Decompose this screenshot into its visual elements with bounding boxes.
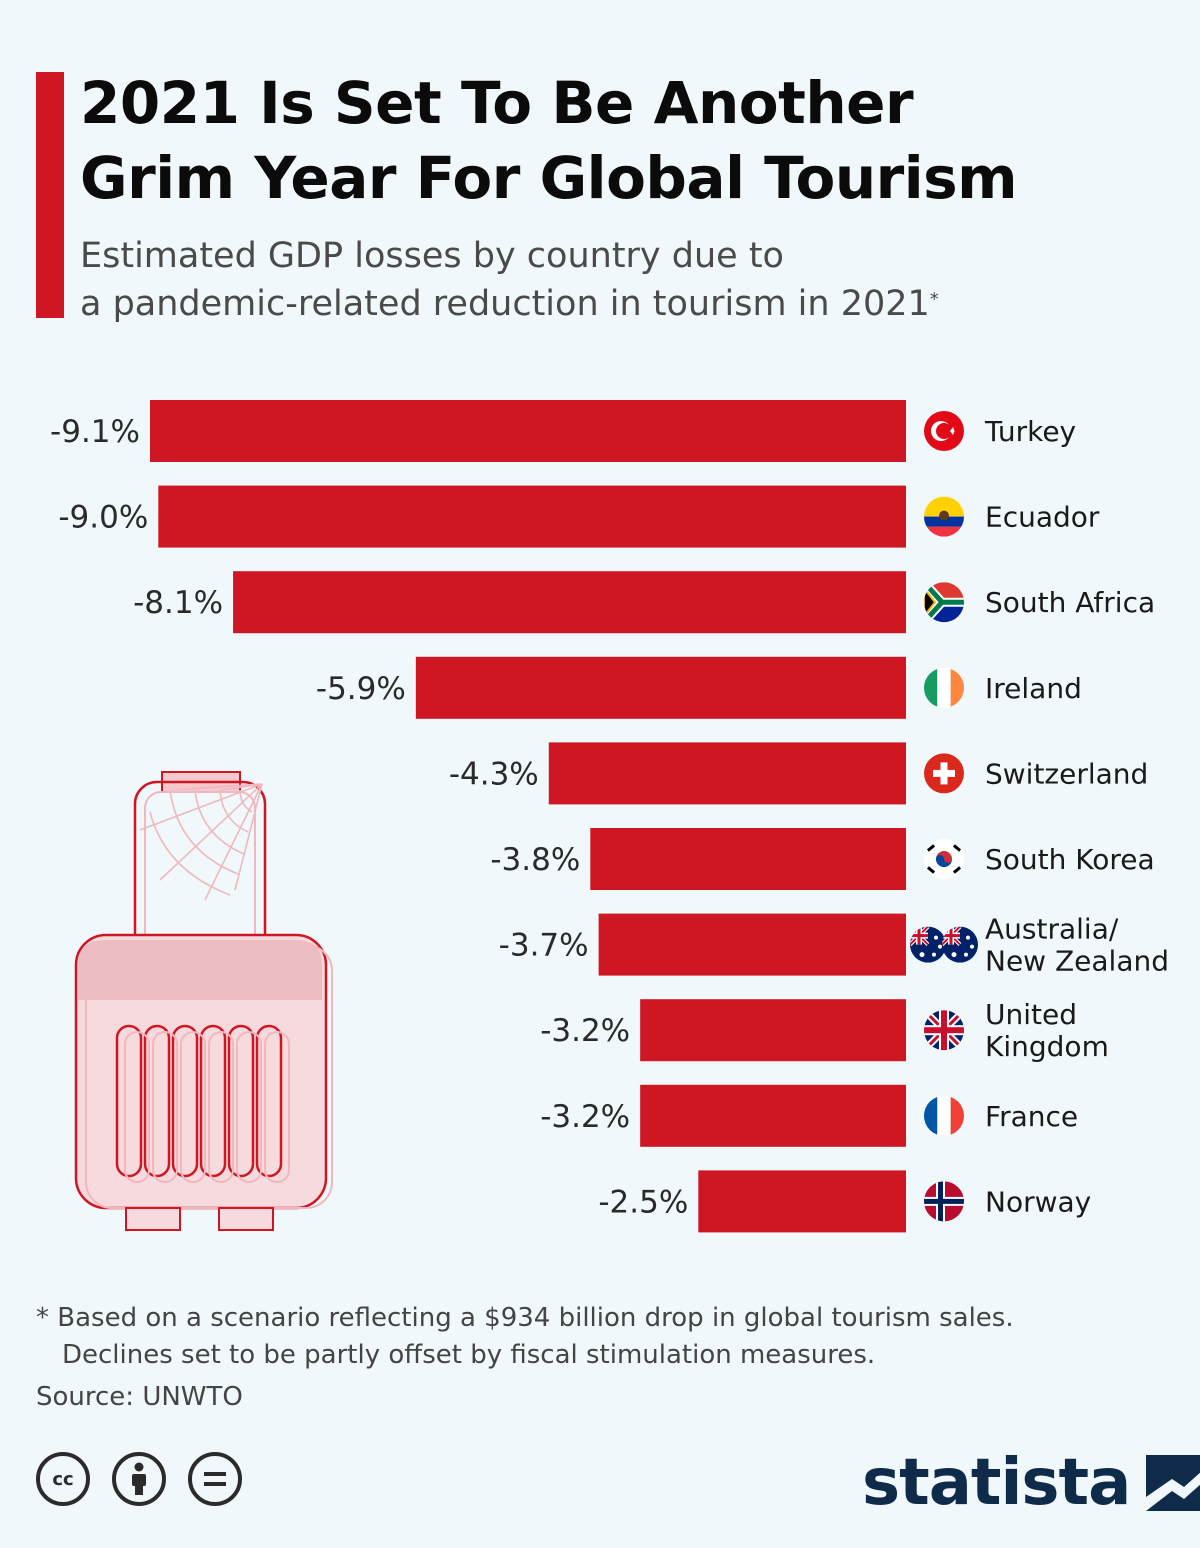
subtitle: Estimated GDP losses by country due to a… [80, 232, 1170, 328]
bar-value-label: -5.9% [316, 671, 406, 707]
footnote-line-2: Declines set to be partly offset by fisc… [62, 1340, 876, 1370]
ecuador-flag-icon [924, 496, 964, 537]
bar [415, 656, 906, 719]
bar-value-label: -3.7% [499, 928, 589, 964]
category-label: France [985, 1100, 1078, 1133]
bar-row: -9.0% Ecuador [58, 485, 1100, 548]
bar-value-label: -3.2% [540, 1099, 630, 1135]
france-flag-icon [924, 1095, 964, 1136]
source-note: Source: UNWTO [36, 1382, 243, 1412]
bar-row: -3.8% South Korea [490, 828, 1155, 890]
bar [640, 999, 906, 1062]
bar-row: -5.9% Ireland [316, 656, 1082, 719]
category-label: Kingdom [985, 1030, 1109, 1063]
category-label: South Korea [985, 843, 1155, 876]
ireland-flag-icon [924, 667, 964, 708]
category-label: Ireland [985, 672, 1082, 705]
category-label: Turkey [984, 415, 1076, 448]
attribution-icon[interactable] [112, 1452, 166, 1506]
license-icons: cc [36, 1452, 242, 1506]
bar-row: -8.1% South Africa [133, 571, 1155, 634]
page-title: 2021 Is Set To Be Another Grim Year For … [80, 66, 1170, 216]
bar [590, 828, 906, 890]
suitcase-cobweb-illustration [74, 771, 333, 1231]
category-label: Australia/ [985, 913, 1119, 946]
united-kingdom-flag-icon [924, 1010, 964, 1051]
bar-value-label: -3.2% [540, 1013, 630, 1049]
bar-series: -9.1% Turkey -9.0% Ecuador -8.1% South Africa… [50, 400, 1169, 1233]
bar-chart: -9.1% Turkey -9.0% Ecuador -8.1% South Africa… [50, 400, 1169, 1233]
title-line-1: 2021 Is Set To Be Another [80, 69, 914, 137]
bar [158, 485, 907, 548]
norway-flag-icon [924, 1181, 964, 1222]
statista-logo-icon [1146, 1455, 1200, 1511]
new-zealand-flag-icon [942, 926, 978, 963]
subtitle-line-1: Estimated GDP losses by country due to [80, 236, 784, 276]
bar-value-label: -9.1% [50, 414, 140, 450]
bar [640, 1084, 906, 1147]
subtitle-line-2: a pandemic-related reduction in tourism … [80, 284, 930, 324]
brand-name: statista [862, 1446, 1131, 1520]
bar-row: -9.1% Turkey [50, 400, 1076, 462]
category-label: New Zealand [985, 945, 1169, 978]
south-africa-flag-icon [924, 582, 964, 623]
south-korea-flag-icon [924, 839, 964, 879]
footnote-line-1: * Based on a scenario reflecting a $934 … [36, 1303, 1014, 1333]
no-derivatives-icon[interactable] [188, 1452, 242, 1506]
bar-value-label: -9.0% [58, 500, 148, 536]
subtitle-footnote-mark: * [929, 289, 939, 310]
turkey-flag-icon [924, 411, 964, 451]
title-accent-bar [36, 72, 64, 318]
footnote: * Based on a scenario reflecting a $934 … [36, 1300, 1136, 1374]
category-label: South Africa [985, 586, 1155, 619]
bar [150, 400, 906, 462]
bar-value-label: -2.5% [598, 1184, 688, 1220]
title-line-2: Grim Year For Global Tourism [80, 144, 1018, 212]
bar-value-label: -4.3% [449, 756, 539, 792]
bar [698, 1170, 906, 1233]
statista-logo[interactable]: statista [862, 1448, 1200, 1518]
bar-row: -3.2% France [540, 1084, 1078, 1147]
bar [598, 913, 906, 976]
australia-new-zealand-flag-icon [910, 926, 946, 963]
category-label: United [985, 998, 1077, 1031]
category-label: Switzerland [985, 757, 1148, 790]
bar-row: -2.5% Norway [598, 1170, 1091, 1233]
bar-value-label: -3.8% [490, 842, 580, 878]
category-label: Ecuador [985, 501, 1100, 534]
switzerland-flag-icon [924, 753, 964, 794]
cc-icon[interactable]: cc [36, 1452, 90, 1506]
bar [233, 571, 907, 634]
bar-row: -4.3% Switzerland [449, 742, 1148, 805]
bar-value-label: -8.1% [133, 585, 223, 621]
bar [548, 742, 906, 805]
bar-row: -3.7% Australia/New Zealand [499, 913, 1169, 978]
category-label: Norway [985, 1185, 1091, 1218]
